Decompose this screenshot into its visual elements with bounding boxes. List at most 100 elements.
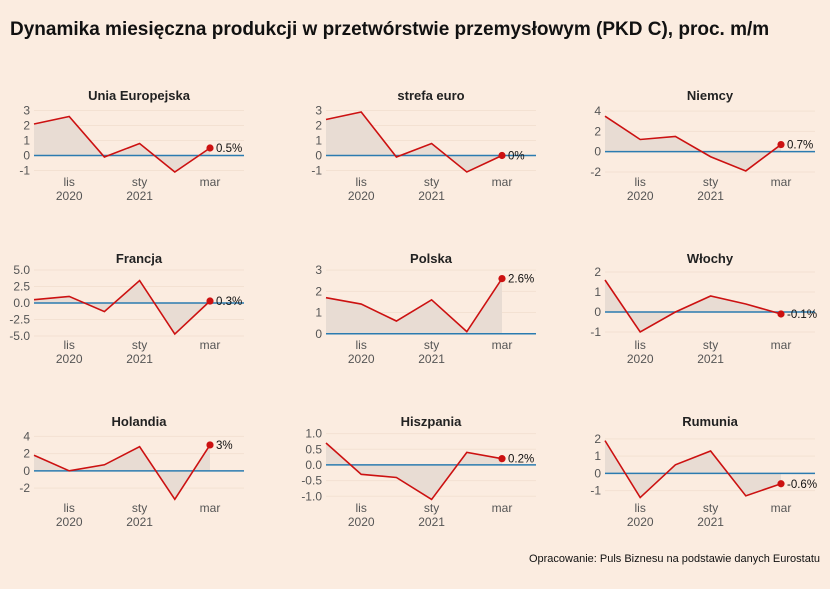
x-tick-label: lis bbox=[635, 175, 646, 189]
x-tick-label: sty bbox=[132, 175, 147, 189]
x-tick-year-label: 2021 bbox=[418, 352, 445, 366]
series-line bbox=[33, 444, 211, 501]
x-tick-label: mar bbox=[771, 175, 792, 189]
y-tick-label: 2 bbox=[315, 119, 322, 133]
y-tick-label: 2 bbox=[594, 265, 601, 279]
y-tick-label: -2 bbox=[19, 481, 30, 495]
end-value-label: 0.7% bbox=[787, 140, 813, 152]
end-point bbox=[206, 144, 214, 152]
x-tick-label: mar bbox=[200, 501, 221, 515]
x-tick-year-label: 2021 bbox=[126, 352, 153, 366]
x-tick-label: lis bbox=[356, 501, 367, 515]
y-tick-label: 0 bbox=[594, 466, 601, 480]
y-tick-label: 3 bbox=[23, 104, 30, 118]
end-value-label: 3% bbox=[216, 440, 233, 452]
y-tick-label: 1 bbox=[594, 449, 601, 463]
x-tick-year-label: 2021 bbox=[697, 352, 724, 366]
y-tick-label: -0.5 bbox=[301, 474, 322, 488]
x-tick-year-label: 2021 bbox=[126, 515, 153, 529]
y-tick-label: 1 bbox=[23, 134, 30, 148]
series-line bbox=[33, 115, 211, 173]
end-value-label: -0.6% bbox=[787, 479, 817, 491]
x-tick-year-label: 2021 bbox=[418, 515, 445, 529]
end-point bbox=[206, 441, 214, 449]
end-point bbox=[498, 275, 506, 283]
y-tick-label: 0 bbox=[315, 149, 322, 163]
y-tick-label: 0.0 bbox=[13, 296, 30, 310]
y-tick-label: 1 bbox=[315, 306, 322, 320]
x-tick-year-label: 2020 bbox=[56, 352, 83, 366]
panel-title: Niemcy bbox=[687, 88, 734, 103]
x-tick-label: lis bbox=[356, 338, 367, 352]
x-tick-year-label: 2021 bbox=[697, 515, 724, 529]
x-tick-year-label: 2021 bbox=[697, 189, 724, 203]
y-tick-label: 0.5 bbox=[305, 442, 322, 456]
y-tick-label: 4 bbox=[23, 429, 30, 443]
x-tick-label: sty bbox=[424, 338, 439, 352]
y-tick-label: 4 bbox=[594, 104, 601, 118]
y-tick-label: -1 bbox=[590, 484, 601, 498]
series-area bbox=[326, 278, 502, 334]
series-line bbox=[325, 442, 503, 501]
series-line bbox=[604, 279, 782, 334]
x-tick-year-label: 2020 bbox=[56, 515, 83, 529]
end-point bbox=[777, 480, 785, 488]
y-tick-label: -5.0 bbox=[9, 329, 30, 343]
series-area bbox=[34, 116, 210, 172]
y-tick-label: 2 bbox=[315, 284, 322, 298]
y-tick-label: 1.0 bbox=[305, 427, 322, 441]
x-tick-label: sty bbox=[132, 501, 147, 515]
series-line bbox=[325, 111, 503, 173]
chart-title: Dynamika miesięczna produkcji w przetwór… bbox=[10, 19, 770, 40]
end-value-label: 0.5% bbox=[216, 143, 242, 155]
end-point bbox=[498, 151, 506, 160]
x-tick-label: lis bbox=[356, 175, 367, 189]
x-tick-label: lis bbox=[64, 175, 75, 189]
end-value-label: 0.3% bbox=[216, 296, 242, 308]
x-tick-label: lis bbox=[635, 501, 646, 515]
y-tick-label: -1 bbox=[311, 164, 322, 178]
end-point bbox=[206, 297, 214, 305]
x-tick-label: sty bbox=[132, 338, 147, 352]
series-line bbox=[604, 440, 782, 499]
x-tick-label: mar bbox=[771, 501, 792, 515]
y-tick-label: 3 bbox=[315, 104, 322, 118]
end-point bbox=[777, 140, 785, 149]
end-value-label: 0.2% bbox=[508, 454, 534, 466]
y-tick-label: 0 bbox=[594, 145, 601, 159]
end-point bbox=[777, 310, 785, 318]
x-tick-year-label: 2020 bbox=[348, 515, 375, 529]
source-note: Opracowanie: Puls Biznesu na podstawie d… bbox=[528, 553, 820, 565]
end-value-label: -0.1% bbox=[787, 309, 817, 321]
y-tick-label: 2 bbox=[23, 119, 30, 133]
y-tick-label: 2 bbox=[594, 432, 601, 446]
x-tick-year-label: 2020 bbox=[348, 189, 375, 203]
series-line bbox=[604, 115, 782, 172]
y-tick-label: 1 bbox=[315, 134, 322, 148]
x-tick-label: sty bbox=[424, 175, 439, 189]
x-tick-label: sty bbox=[703, 501, 718, 515]
x-tick-year-label: 2021 bbox=[418, 189, 445, 203]
y-tick-label: 2.5 bbox=[13, 279, 30, 293]
panel-title: Holandia bbox=[112, 414, 168, 429]
y-tick-label: 5.0 bbox=[13, 263, 30, 277]
y-tick-label: 0 bbox=[315, 327, 322, 341]
y-tick-label: 3 bbox=[315, 263, 322, 277]
end-value-label: 0% bbox=[508, 151, 525, 163]
y-tick-label: -1 bbox=[19, 164, 30, 178]
series-area bbox=[605, 440, 781, 498]
y-tick-label: 2 bbox=[594, 124, 601, 138]
x-tick-year-label: 2020 bbox=[348, 352, 375, 366]
panel-title: Rumunia bbox=[682, 414, 738, 429]
y-tick-label: 0 bbox=[594, 305, 601, 319]
x-tick-label: mar bbox=[492, 338, 513, 352]
series-line bbox=[33, 279, 211, 336]
y-tick-label: 0 bbox=[23, 464, 30, 478]
